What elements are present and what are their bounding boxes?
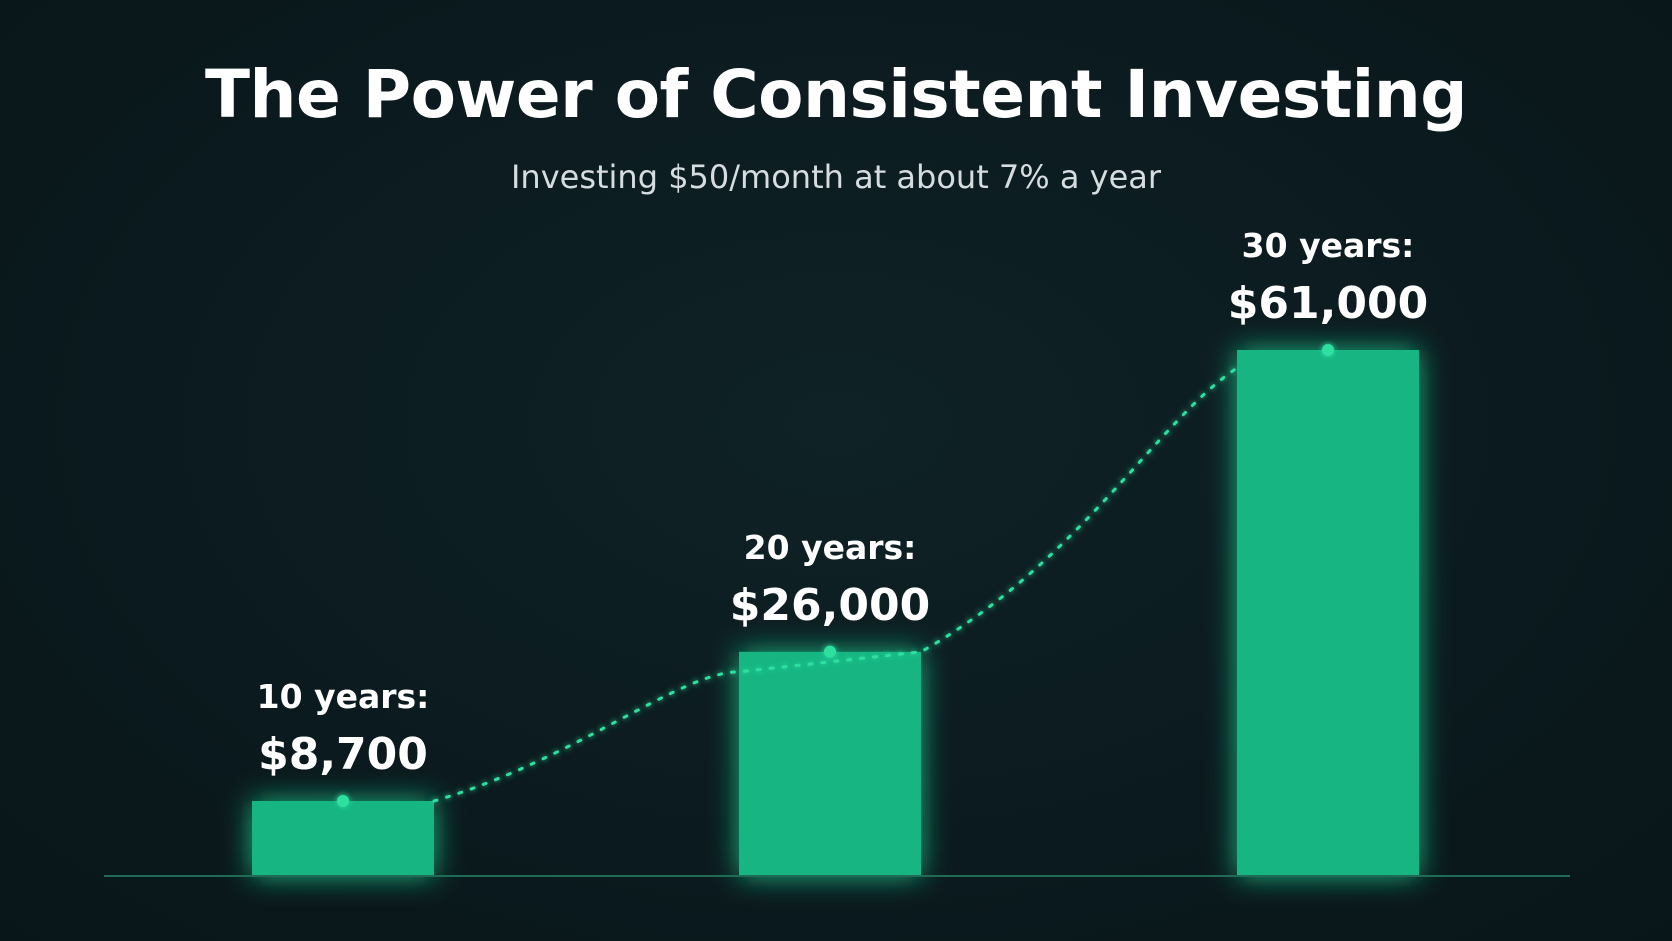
bar-2 (739, 651, 921, 876)
bar-1 (252, 800, 434, 876)
trend-point-1 (337, 794, 349, 807)
category-label: 10 years: (257, 677, 430, 716)
value-label: $61,000 (1228, 278, 1428, 329)
trend-point-3 (1322, 344, 1334, 356)
value-label: $26,000 (730, 580, 930, 631)
chart-subtitle: Investing $50/month at about 7% a year (510, 158, 1162, 196)
chart-title: The Power of Consistent Investing (204, 56, 1468, 133)
trend-point-2 (824, 645, 836, 658)
category-label: 30 years: (1242, 226, 1415, 265)
bar-3 (1237, 350, 1419, 876)
category-label: 20 years: (744, 528, 917, 567)
value-label: $8,700 (258, 729, 428, 780)
